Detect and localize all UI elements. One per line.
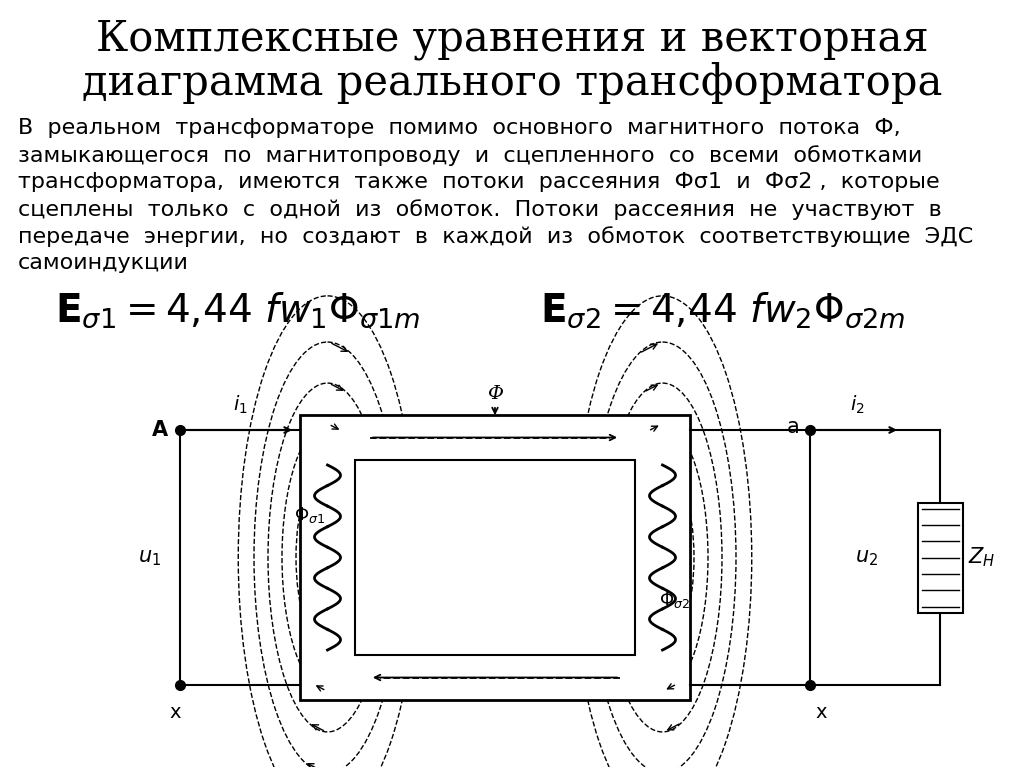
Text: Комплексные уравнения и векторная: Комплексные уравнения и векторная bbox=[95, 18, 929, 60]
Text: $\Phi_{\sigma 1}$: $\Phi_{\sigma 1}$ bbox=[294, 505, 325, 525]
Text: x: x bbox=[169, 703, 181, 722]
Text: В  реальном  трансформаторе  помимо  основного  магнитного  потока  Ф,: В реальном трансформаторе помимо основно… bbox=[18, 118, 901, 138]
Bar bbox=[355, 460, 635, 655]
Text: $\mathbf{E}_{\sigma 1} = 4{,}44\ \mathit{f}\mathit{w}_{1}\Phi_{\sigma 1m}$: $\mathbf{E}_{\sigma 1} = 4{,}44\ \mathit… bbox=[55, 290, 421, 330]
Text: замыкающегося  по  магнитопроводу  и  сцепленного  со  всеми  обмотками: замыкающегося по магнитопроводу и сцепле… bbox=[18, 145, 923, 166]
Text: $\mathit{i}_2$: $\mathit{i}_2$ bbox=[850, 393, 865, 416]
Text: $\mathit{i}_1$: $\mathit{i}_1$ bbox=[232, 393, 248, 416]
Text: Φ: Φ bbox=[487, 385, 503, 403]
Text: трансформатора,  имеются  также  потоки  рассеяния  Фσ1  и  Фσ2 ,  которые: трансформатора, имеются также потоки рас… bbox=[18, 172, 940, 192]
Text: сцеплены  только  с  одной  из  обмоток.  Потоки  рассеяния  не  участвуют  в: сцеплены только с одной из обмоток. Пото… bbox=[18, 199, 942, 220]
Text: $\mathbf{E}_{\sigma 2} = 4{,}44\ \mathit{f}\mathit{w}_{2}\Phi_{\sigma 2m}$: $\mathbf{E}_{\sigma 2} = 4{,}44\ \mathit… bbox=[540, 290, 905, 330]
Text: $Z_H$: $Z_H$ bbox=[969, 545, 996, 569]
Text: передаче  энергии,  но  создают  в  каждой  из  обмоток  соответствующие  ЭДС: передаче энергии, но создают в каждой из… bbox=[18, 226, 973, 247]
Bar bbox=[918, 502, 963, 613]
Text: $\Phi_{\sigma 2}$: $\Phi_{\sigma 2}$ bbox=[659, 591, 690, 611]
Text: самоиндукции: самоиндукции bbox=[18, 253, 188, 273]
Bar bbox=[300, 415, 690, 700]
Text: x: x bbox=[815, 703, 826, 722]
Text: a: a bbox=[787, 417, 800, 437]
Text: диаграмма реального трансформатора: диаграмма реального трансформатора bbox=[82, 62, 942, 104]
Text: $\mathit{u}_1$: $\mathit{u}_1$ bbox=[138, 548, 162, 568]
Text: $\mathit{u}_2$: $\mathit{u}_2$ bbox=[855, 548, 879, 568]
Text: A: A bbox=[152, 420, 168, 440]
